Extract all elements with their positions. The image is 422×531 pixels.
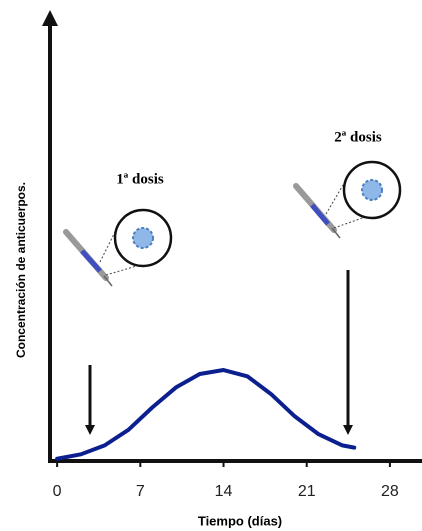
x-tick-label: 14 [215,483,233,500]
x-tick-label: 7 [136,483,145,500]
chart: 1ª dosis 2ª dosis Concentración de antic… [0,0,422,531]
page: {"chart_data": {"type": "line", "x_label… [0,0,422,531]
y-axis-arrow [42,10,58,26]
x-axis-label: Tiempo (días) [198,513,282,528]
x-tick-label: 0 [53,483,62,500]
x-tick-label: 28 [381,483,399,500]
annotation: 2ª dosis [334,129,382,145]
annotation: 1ª dosis [116,171,164,187]
syringe-icon [296,162,400,238]
syringe-icon [66,210,171,286]
y-axis-label: Concentración de anticuerpos. [14,182,28,358]
line-series [57,370,354,459]
x-tick-label: 21 [298,483,316,500]
